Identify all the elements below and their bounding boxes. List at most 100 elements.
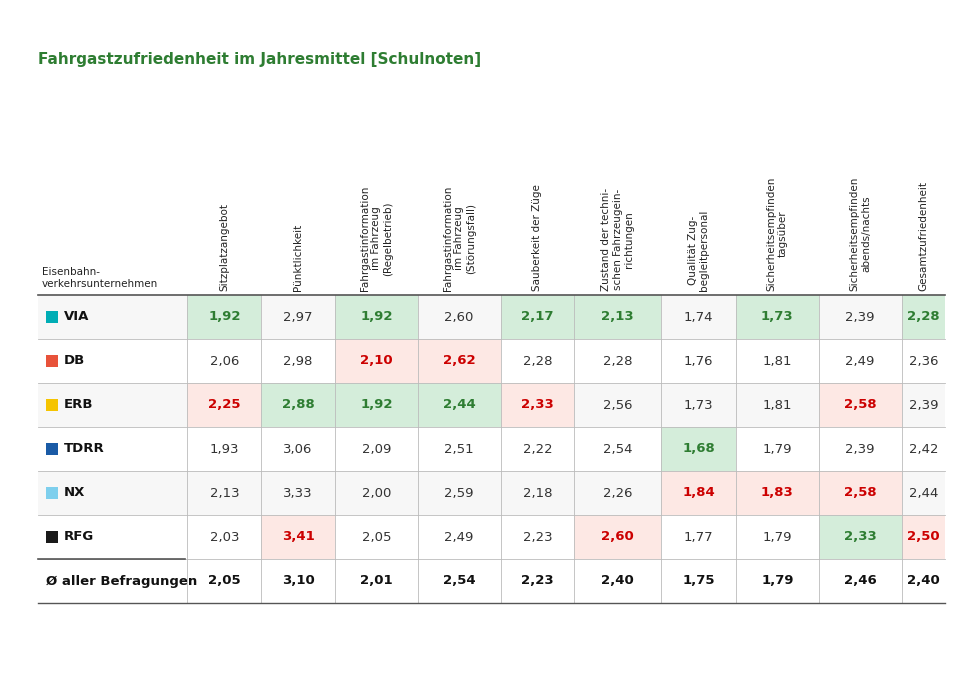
Text: 2,59: 2,59 xyxy=(444,486,474,500)
Text: 2,10: 2,10 xyxy=(360,354,393,367)
Text: 2,05: 2,05 xyxy=(208,575,241,588)
Text: Ø aller Befragungen: Ø aller Befragungen xyxy=(46,575,197,588)
Text: 1,92: 1,92 xyxy=(360,398,393,411)
Bar xyxy=(46,399,58,411)
Text: Sicherheitsempfinden
abends/nachts: Sicherheitsempfinden abends/nachts xyxy=(850,177,871,291)
Text: 1,76: 1,76 xyxy=(684,354,713,367)
Bar xyxy=(38,383,945,427)
Text: 1,77: 1,77 xyxy=(684,530,713,543)
Text: 2,39: 2,39 xyxy=(908,398,938,411)
Text: 2,54: 2,54 xyxy=(443,575,475,588)
Bar xyxy=(418,383,500,427)
Text: 2,28: 2,28 xyxy=(603,354,633,367)
Bar xyxy=(418,339,500,383)
Text: 2,36: 2,36 xyxy=(908,354,938,367)
Text: 2,44: 2,44 xyxy=(443,398,475,411)
Text: Fahrgastinformation
im Fahrzeug
(Regelbetrieb): Fahrgastinformation im Fahrzeug (Regelbe… xyxy=(360,186,393,291)
Text: 2,33: 2,33 xyxy=(844,530,876,543)
Text: 2,58: 2,58 xyxy=(844,486,876,500)
Text: 1,84: 1,84 xyxy=(683,486,715,500)
Text: RFG: RFG xyxy=(64,530,94,543)
Text: 2,49: 2,49 xyxy=(444,530,474,543)
Text: Sitzplatzangebot: Sitzplatzangebot xyxy=(219,203,229,291)
Text: 2,58: 2,58 xyxy=(844,398,876,411)
Bar xyxy=(38,471,945,515)
Bar xyxy=(574,295,661,339)
Text: 1,74: 1,74 xyxy=(684,311,713,324)
Bar xyxy=(38,295,945,339)
Text: 1,79: 1,79 xyxy=(761,575,794,588)
Text: Sauberkeit der Züge: Sauberkeit der Züge xyxy=(533,184,542,291)
Bar xyxy=(574,515,661,559)
Text: ERB: ERB xyxy=(64,398,93,411)
Text: 2,54: 2,54 xyxy=(603,443,633,456)
Bar xyxy=(819,515,901,559)
Bar xyxy=(819,383,901,427)
Bar xyxy=(46,531,58,543)
Text: 2,44: 2,44 xyxy=(908,486,938,500)
Text: 2,39: 2,39 xyxy=(846,311,875,324)
Text: 2,40: 2,40 xyxy=(907,575,940,588)
Bar xyxy=(661,471,736,515)
Bar xyxy=(901,295,945,339)
Text: Pünktlichkeit: Pünktlichkeit xyxy=(293,224,303,291)
Text: DB: DB xyxy=(64,354,85,367)
Text: Gesamtzufriedenheit: Gesamtzufriedenheit xyxy=(919,181,928,291)
Text: Eisenbahn-
verkehrsunternehmen: Eisenbahn- verkehrsunternehmen xyxy=(42,267,158,289)
Text: Fahrgastzufriedenheit im Jahresmittel [Schulnoten]: Fahrgastzufriedenheit im Jahresmittel [S… xyxy=(38,52,481,67)
Text: Fahrgastinformation
im Fahrzeug
(Störungsfall): Fahrgastinformation im Fahrzeug (Störung… xyxy=(443,186,476,291)
Text: 1,73: 1,73 xyxy=(761,311,794,324)
Bar xyxy=(187,383,261,427)
Text: 2,13: 2,13 xyxy=(602,311,634,324)
Text: 2,23: 2,23 xyxy=(521,575,554,588)
Text: 2,46: 2,46 xyxy=(844,575,876,588)
Text: 2,18: 2,18 xyxy=(522,486,552,500)
Bar xyxy=(46,355,58,367)
Bar xyxy=(261,383,335,427)
Text: 1,75: 1,75 xyxy=(683,575,715,588)
Bar xyxy=(38,515,945,559)
Text: 2,56: 2,56 xyxy=(603,398,633,411)
Text: 2,62: 2,62 xyxy=(443,354,475,367)
Text: 2,49: 2,49 xyxy=(846,354,875,367)
Text: 2,98: 2,98 xyxy=(283,354,313,367)
Text: 3,10: 3,10 xyxy=(281,575,315,588)
Bar xyxy=(736,471,819,515)
Bar xyxy=(500,295,574,339)
Text: 2,01: 2,01 xyxy=(360,575,393,588)
Text: 2,26: 2,26 xyxy=(603,486,633,500)
Bar xyxy=(335,339,418,383)
Text: 2,50: 2,50 xyxy=(907,530,940,543)
Text: 1,79: 1,79 xyxy=(762,530,792,543)
Text: 1,92: 1,92 xyxy=(360,311,393,324)
Text: Zustand der techni-
schen Fahrzeugein-
richtungen: Zustand der techni- schen Fahrzeugein- r… xyxy=(601,188,635,291)
Bar xyxy=(46,487,58,499)
Text: 1,93: 1,93 xyxy=(209,443,239,456)
Text: 1,73: 1,73 xyxy=(684,398,713,411)
Text: 1,68: 1,68 xyxy=(683,443,715,456)
Text: Qualität Zug-
begleitpersonal: Qualität Zug- begleitpersonal xyxy=(687,209,709,291)
Bar xyxy=(901,515,945,559)
Bar xyxy=(335,383,418,427)
Text: 2,13: 2,13 xyxy=(209,486,239,500)
Text: 2,60: 2,60 xyxy=(444,311,474,324)
Text: 3,41: 3,41 xyxy=(281,530,315,543)
Bar xyxy=(335,295,418,339)
Text: 1,81: 1,81 xyxy=(762,354,792,367)
Text: 2,51: 2,51 xyxy=(444,443,474,456)
Text: 2,06: 2,06 xyxy=(209,354,239,367)
Bar xyxy=(661,427,736,471)
Text: 1,79: 1,79 xyxy=(762,443,792,456)
Bar xyxy=(187,295,261,339)
Text: 2,33: 2,33 xyxy=(521,398,554,411)
Text: Sicherheitsempfinden
tagsüber: Sicherheitsempfinden tagsüber xyxy=(766,177,788,291)
Text: 2,05: 2,05 xyxy=(362,530,391,543)
Bar xyxy=(38,427,945,471)
Text: 2,28: 2,28 xyxy=(907,311,940,324)
Text: 2,25: 2,25 xyxy=(208,398,241,411)
Text: 1,92: 1,92 xyxy=(208,311,241,324)
Text: 2,03: 2,03 xyxy=(209,530,239,543)
Text: VIA: VIA xyxy=(64,311,89,324)
Text: NX: NX xyxy=(64,486,85,500)
Text: 2,97: 2,97 xyxy=(283,311,313,324)
